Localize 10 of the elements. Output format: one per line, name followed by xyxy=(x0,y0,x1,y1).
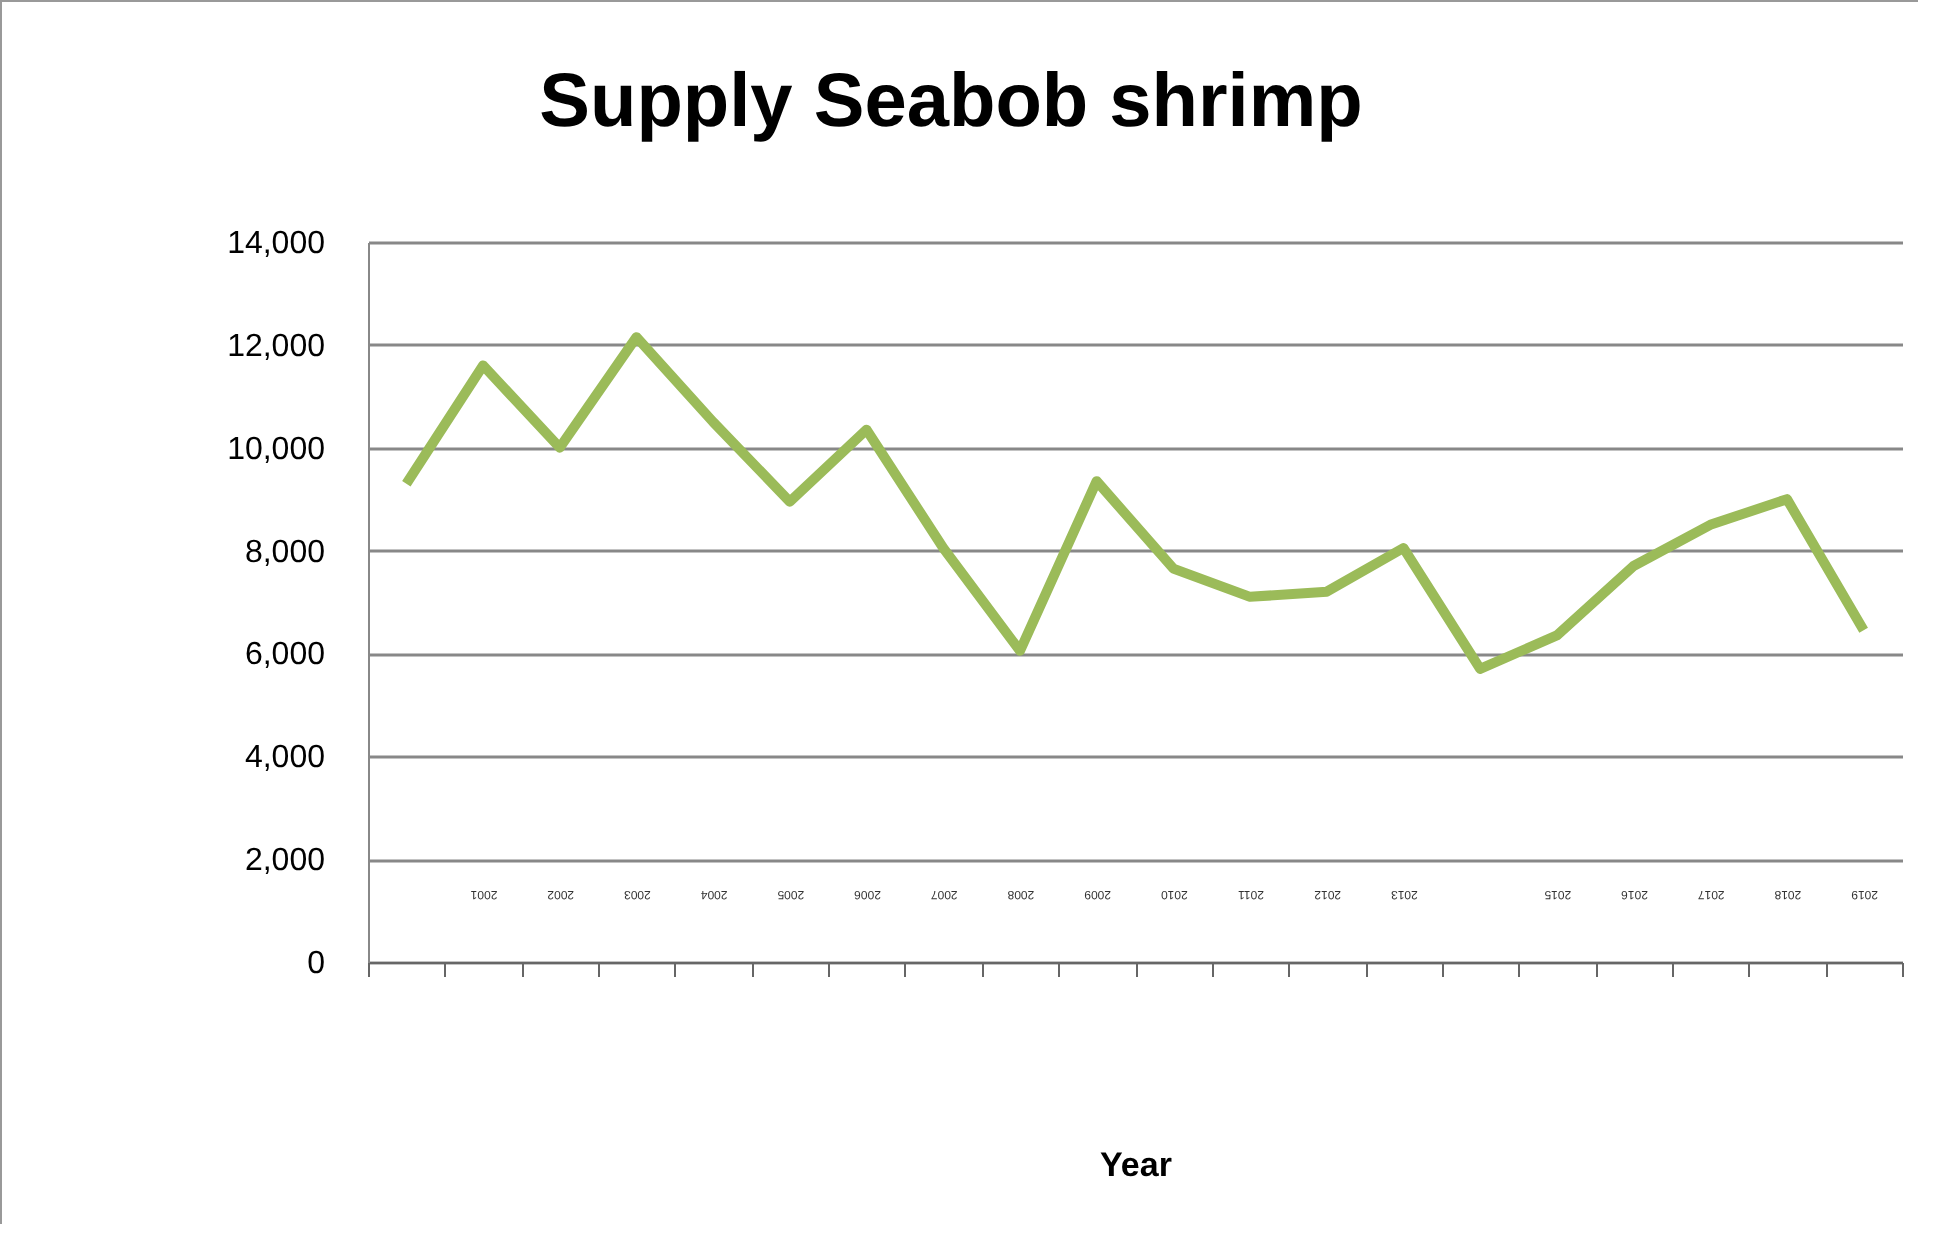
y-tick-label: 6,000 xyxy=(244,638,326,673)
y-tick-label: 14,000 xyxy=(227,227,326,261)
y-tick-label: 0 xyxy=(307,947,326,981)
y-tick-label: 10,000 xyxy=(227,432,326,467)
x-axis-title: Year xyxy=(1100,1146,1173,1184)
chart-title: Supply Seabob shrimp xyxy=(539,60,1363,144)
y-tick-label: 4,000 xyxy=(244,741,326,776)
y-tick-label: 8,000 xyxy=(244,535,326,570)
y-tick-label: 12,000 xyxy=(227,329,326,364)
y-tick-label: 2,000 xyxy=(244,844,326,879)
